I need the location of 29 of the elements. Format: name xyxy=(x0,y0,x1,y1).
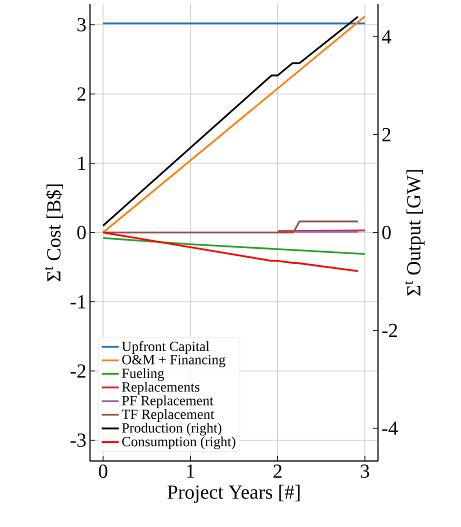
legend-label: TF Replacement xyxy=(122,409,214,422)
legend-label: Fueling xyxy=(122,368,164,381)
line-series xyxy=(102,237,366,255)
legend-label: Upfront Capital xyxy=(122,341,210,354)
y2-axis-title: Σ$^{t}$ Output [GW] xyxy=(404,170,425,296)
y2-tick-label: 2 xyxy=(382,128,390,142)
x-axis-title: Project Years [#] xyxy=(168,484,300,503)
legend-label: Replacements xyxy=(122,382,200,395)
x-tick-label: 2 xyxy=(274,464,282,478)
y2-tick-label: -4 xyxy=(382,422,398,435)
x-tick-label: 0 xyxy=(98,464,108,478)
x-tick-label: 1 xyxy=(187,464,194,478)
y2-tick-label: -2 xyxy=(382,324,398,337)
y-tick-label: 3 xyxy=(77,18,86,32)
y-tick-label: -1 xyxy=(70,295,86,308)
y-tick-label: -2 xyxy=(70,364,86,378)
y-tick-label: 1 xyxy=(78,156,86,170)
y-tick-label: 0 xyxy=(77,226,86,240)
y-tick-label: -3 xyxy=(70,434,86,447)
line-series xyxy=(102,232,359,272)
x-tick-label: 3 xyxy=(360,464,370,478)
legend-label: O&M + Financing xyxy=(122,354,226,368)
legend-label: PF Replacement xyxy=(122,396,214,408)
y2-tick-label: 0 xyxy=(382,226,391,240)
y-axis-title: Σ$^{t}$ Cost [B$] xyxy=(45,184,64,282)
legend-label: Consumption (right) xyxy=(122,436,236,450)
y2-tick-label: 4 xyxy=(382,30,392,44)
legend-label: Production (right) xyxy=(122,422,222,436)
y-tick-label: 2 xyxy=(77,87,86,101)
